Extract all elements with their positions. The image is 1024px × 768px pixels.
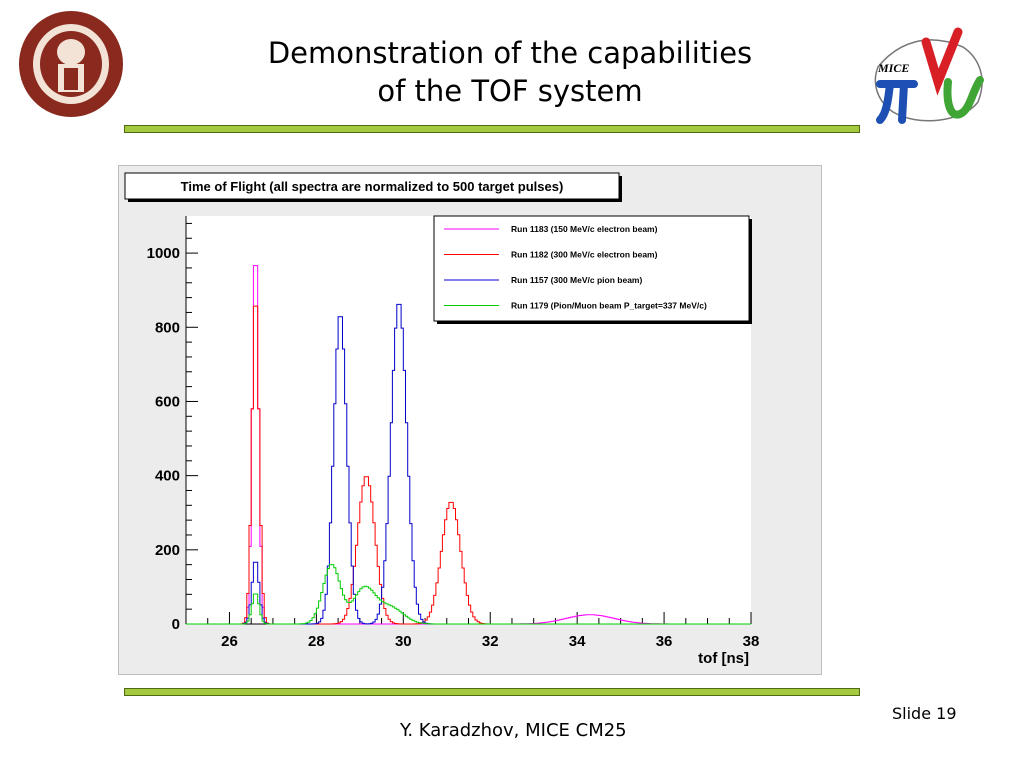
legend: Run 1183 (150 MeV/c electron beam) Run 11… bbox=[433, 215, 752, 324]
x-tick-label: 38 bbox=[743, 633, 760, 650]
slide-title-line1: Demonstration of the capabilities bbox=[267, 36, 753, 70]
x-tick-label: 36 bbox=[656, 633, 673, 650]
x-tick-label: 28 bbox=[308, 633, 325, 650]
series-group bbox=[186, 265, 751, 625]
legend-label: Run 1157 (300 MeV/c pion beam) bbox=[511, 275, 642, 285]
mice-logo-text: MICE bbox=[877, 61, 909, 75]
series-line-4 bbox=[186, 564, 751, 625]
chart-title-box bbox=[124, 172, 620, 200]
axes: 26 28 30 32 34 36 38 0 200 400 600 800 1000 bbox=[147, 216, 760, 650]
y-tick-label: 600 bbox=[155, 393, 180, 410]
x-tick-label: 30 bbox=[395, 633, 412, 650]
university-seal-logo bbox=[14, 8, 128, 120]
y-tick-label: 200 bbox=[155, 542, 180, 559]
top-divider bbox=[124, 125, 860, 133]
footer-author: Y. Karadzhov, MICE CM25 bbox=[400, 720, 627, 741]
chart-title: Time of Flight (all spectra are normaliz… bbox=[181, 179, 564, 194]
legend-label: Run 1182 (300 MeV/c electron beam) bbox=[511, 250, 658, 260]
y-tick-label: 1000 bbox=[147, 245, 180, 262]
slide-title-line2: of the TOF system bbox=[377, 74, 643, 108]
legend-label: Run 1183 (150 MeV/c electron beam) bbox=[511, 224, 658, 234]
legend-label: Run 1179 (Pion/Muon beam P_target=337 Me… bbox=[511, 301, 707, 311]
y-tick-label: 400 bbox=[155, 468, 180, 485]
mice-logo: MICE bbox=[868, 22, 998, 134]
y-tick-label: 0 bbox=[172, 616, 180, 633]
slide-title: Demonstration of the capabilities of the… bbox=[170, 34, 850, 110]
x-tick-label: 32 bbox=[482, 633, 499, 650]
y-tick-label: 800 bbox=[155, 319, 180, 336]
tof-chart: Time of Flight (all spectra are normaliz… bbox=[118, 165, 822, 675]
chart-svg: Time of Flight (all spectra are normaliz… bbox=[124, 172, 760, 667]
slide-number: Slide 19 bbox=[892, 704, 957, 723]
bottom-divider bbox=[124, 688, 860, 696]
x-tick-label: 34 bbox=[569, 633, 586, 650]
x-axis-label: tof [ns] bbox=[698, 650, 749, 667]
x-tick-label: 26 bbox=[221, 633, 238, 650]
